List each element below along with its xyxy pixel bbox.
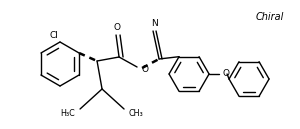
Text: CH₃: CH₃ <box>129 110 143 119</box>
Text: Cl: Cl <box>50 30 58 39</box>
Text: O: O <box>114 22 121 31</box>
Text: Chiral: Chiral <box>256 12 284 22</box>
Text: O: O <box>142 64 148 74</box>
Text: O: O <box>223 68 230 78</box>
Text: N: N <box>151 18 158 27</box>
Text: H₃C: H₃C <box>61 110 75 119</box>
